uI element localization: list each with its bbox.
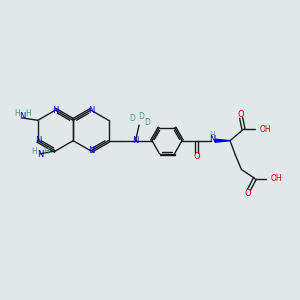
Text: H: H (26, 110, 31, 118)
Text: OH: OH (271, 174, 283, 183)
Text: N: N (34, 136, 41, 145)
Polygon shape (215, 139, 230, 142)
Text: H: H (209, 131, 215, 140)
Text: N: N (37, 150, 43, 159)
Text: N: N (52, 106, 59, 115)
Text: N: N (132, 136, 139, 145)
Text: D: D (130, 114, 135, 123)
Text: N: N (19, 112, 26, 122)
Text: O: O (193, 152, 200, 161)
Text: D: D (139, 112, 144, 121)
Text: N: N (88, 146, 94, 155)
Text: N: N (88, 106, 94, 115)
Text: H: H (14, 110, 20, 118)
Text: H: H (32, 147, 38, 156)
Text: OH: OH (260, 125, 271, 134)
Text: H: H (43, 147, 49, 156)
Text: O: O (238, 110, 244, 119)
Text: D: D (144, 118, 150, 127)
Text: N: N (209, 135, 215, 144)
Text: O: O (245, 189, 252, 198)
